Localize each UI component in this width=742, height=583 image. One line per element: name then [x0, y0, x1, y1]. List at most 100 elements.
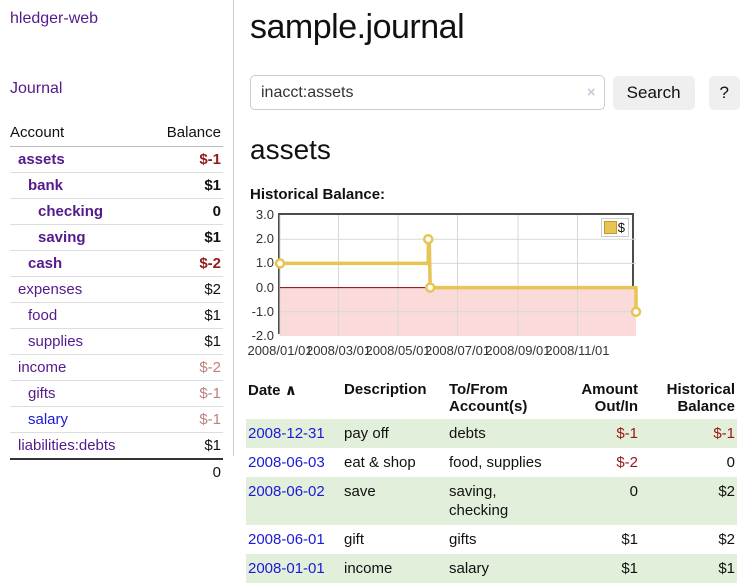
app-title-link[interactable]: hledger-web — [10, 10, 99, 27]
transaction-amount: $1 — [621, 531, 638, 548]
accounts-table: Account Balance assets $-1 bank $1 checking 0… — [10, 120, 223, 485]
search-bar: × Search ? — [250, 75, 740, 110]
account-balance: $1 — [204, 437, 221, 454]
main-content: sample.journal × Search ? assets Histori… — [246, 0, 740, 583]
chart-title: Historical Balance: — [250, 186, 386, 203]
register-row: 2008-12-31 pay off debts $-1 $-1 — [246, 419, 737, 448]
account-row: food $1 — [10, 303, 223, 329]
transaction-balance: $2 — [640, 477, 737, 525]
transaction-description: gift — [344, 531, 365, 548]
register-header-description: Description — [344, 381, 427, 398]
account-link[interactable]: saving — [38, 229, 86, 246]
transaction-description: pay off — [342, 419, 447, 448]
account-row: checking 0 — [10, 199, 223, 225]
nav-journal-link[interactable]: Journal — [10, 80, 63, 97]
register-header-date[interactable]: Date ∧ — [248, 382, 297, 399]
account-row: gifts $-1 — [10, 381, 223, 407]
search-input[interactable] — [250, 75, 605, 110]
account-row: cash $-2 — [10, 251, 223, 277]
search-button[interactable]: Search — [612, 75, 695, 110]
page-title: sample.journal — [250, 8, 465, 46]
account-row: liabilities:debts $1 — [10, 433, 223, 458]
transaction-accounts: debts — [447, 419, 557, 448]
transaction-accounts: saving, checking — [447, 477, 557, 525]
transaction-date-link[interactable]: 2008-06-02 — [248, 483, 325, 500]
accounts-header-balance: Balance — [166, 124, 221, 141]
transaction-accounts: food, supplies — [449, 454, 542, 471]
register-table: Date ∧ Description To/From Account(s) Am… — [246, 377, 737, 583]
account-row: salary $-1 — [10, 407, 223, 433]
register-header-accounts: To/From Account(s) — [449, 381, 528, 415]
y-axis-tick-label: 1.0 — [255, 255, 274, 271]
account-balance: $1 — [204, 177, 221, 194]
x-axis-tick-label: 2008/03/01 — [305, 343, 372, 358]
account-page-title: assets — [250, 134, 331, 165]
account-balance: $-2 — [199, 255, 221, 272]
x-axis-tick-label: 2008/09/01 — [485, 343, 551, 358]
account-link[interactable]: supplies — [28, 333, 84, 350]
transaction-date-link[interactable]: 2008-01-01 — [248, 560, 325, 577]
account-row: saving $1 — [10, 225, 223, 251]
account-balance: $2 — [204, 281, 221, 298]
search-input-wrapper: × — [250, 75, 605, 110]
y-axis-tick-label: 0.0 — [255, 279, 274, 295]
sort-asc-icon: ∧ — [284, 382, 297, 399]
account-balance: $1 — [204, 333, 221, 350]
transaction-accounts: gifts — [449, 531, 477, 548]
x-axis-tick-label: 2008/05/01 — [365, 343, 431, 358]
account-link[interactable]: gifts — [28, 385, 56, 402]
account-link[interactable]: cash — [28, 255, 63, 272]
transaction-date-link[interactable]: 2008-12-31 — [248, 425, 325, 442]
x-axis-tick-label: 2008/01/01 — [247, 343, 313, 358]
register-row: 2008-06-02 save saving, checking 0 $2 — [246, 477, 737, 525]
accounts-header-account: Account — [10, 124, 65, 141]
transaction-amount: 0 — [557, 477, 640, 525]
account-link[interactable]: assets — [18, 151, 65, 168]
transaction-date-link[interactable]: 2008-06-01 — [248, 531, 325, 548]
transaction-date-link[interactable]: 2008-06-03 — [248, 454, 325, 471]
transaction-amount: $-1 — [557, 419, 640, 448]
register-row: 2008-01-01 income salary $1 $1 — [246, 554, 737, 583]
transaction-balance: $2 — [718, 531, 735, 548]
accounts-total-value: 0 — [212, 464, 221, 481]
account-row: bank $1 — [10, 173, 223, 199]
x-axis-tick-label: 2008/11/01 — [545, 343, 610, 358]
x-axis-tick-label: 2008/07/01 — [424, 343, 491, 358]
chart-canvas — [274, 215, 642, 336]
historical-balance-chart: $ 3.0 2.0 1.0 0.0 -1.0 -2.0 2008/01/01 2008/03/… — [247, 207, 740, 361]
account-balance: $1 — [204, 307, 221, 324]
account-link[interactable]: checking — [38, 203, 104, 220]
account-row: income $-2 — [10, 355, 223, 381]
account-balance: $1 — [204, 229, 221, 246]
help-button[interactable]: ? — [708, 75, 740, 110]
transaction-description: income — [342, 554, 447, 583]
y-axis-tick-label: 3.0 — [255, 207, 274, 222]
account-link[interactable]: salary — [28, 411, 69, 428]
transaction-balance: 0 — [726, 454, 735, 471]
account-balance: $-2 — [199, 359, 221, 376]
sidebar: hledger-web Journal Account Balance asse… — [0, 0, 234, 481]
y-axis-tick-label: 2.0 — [255, 231, 274, 247]
transaction-description: save — [342, 477, 447, 525]
account-balance: 0 — [212, 203, 221, 220]
register-header-balance: Historical Balance — [666, 381, 735, 415]
account-link[interactable]: food — [28, 307, 58, 324]
chart-legend: $ — [600, 218, 629, 237]
chart-plot-area: $ — [274, 213, 642, 336]
transaction-amount: $-2 — [616, 454, 638, 471]
register-row: 2008-06-03 eat & shop food, supplies $-2 0 — [246, 448, 737, 477]
account-link[interactable]: expenses — [18, 281, 83, 298]
transaction-amount: $1 — [557, 554, 640, 583]
register-header-row: Date ∧ Description To/From Account(s) Am… — [246, 377, 737, 419]
transaction-description: eat & shop — [344, 454, 416, 471]
register-row: 2008-06-01 gift gifts $1 $2 — [246, 525, 737, 554]
account-balance: $-1 — [199, 151, 221, 168]
account-link[interactable]: bank — [28, 177, 64, 194]
transaction-balance: $-1 — [640, 419, 737, 448]
account-link[interactable]: liabilities:debts — [18, 437, 116, 454]
transaction-balance: $1 — [640, 554, 737, 583]
clear-search-icon[interactable]: × — [586, 84, 596, 101]
legend-label: $ — [617, 220, 625, 235]
account-row: expenses $2 — [10, 277, 223, 303]
account-link[interactable]: income — [18, 359, 67, 376]
